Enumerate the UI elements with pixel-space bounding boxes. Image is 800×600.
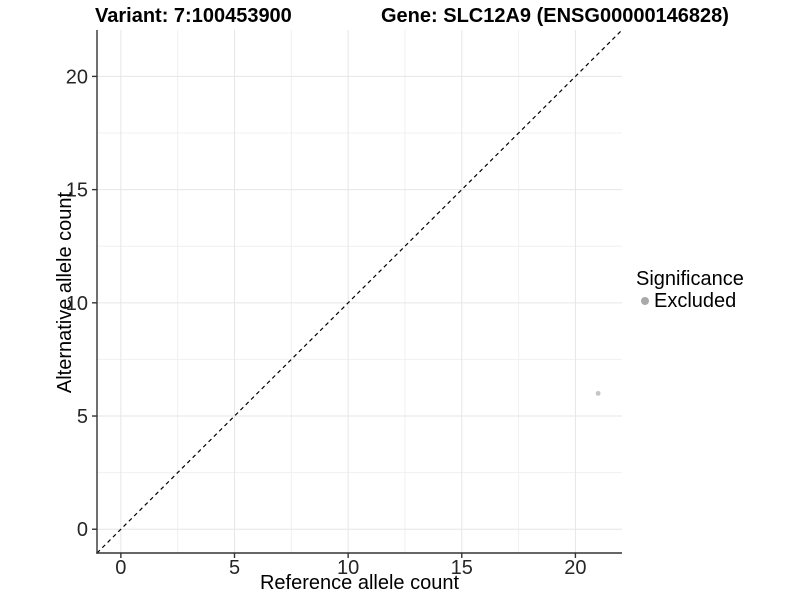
y-tick-label: 10 bbox=[66, 293, 88, 315]
identity-reference-line bbox=[96, 29, 623, 554]
x-tick-label: 10 bbox=[337, 557, 359, 579]
data-point bbox=[595, 390, 601, 396]
y-tick-label: 0 bbox=[77, 519, 88, 541]
legend-title: Significance bbox=[636, 268, 744, 290]
x-tick-label: 15 bbox=[451, 557, 473, 579]
y-tick-label: 15 bbox=[66, 180, 88, 202]
variant-title: Variant: 7:100453900 bbox=[95, 5, 292, 27]
y-tick-label: 20 bbox=[66, 66, 88, 88]
legend: Significance Excluded bbox=[636, 268, 744, 312]
x-axis-label: Reference allele count bbox=[259, 572, 459, 594]
legend-key-dot-icon bbox=[641, 297, 649, 305]
y-axis-label: Alternative allele count bbox=[54, 191, 76, 394]
y-tick-label: 5 bbox=[77, 406, 88, 428]
x-tick-label: 5 bbox=[229, 557, 240, 579]
x-tick-label: 0 bbox=[115, 557, 126, 579]
x-tick-label: 20 bbox=[564, 557, 586, 579]
legend-item-label: Excluded bbox=[654, 290, 737, 312]
legend-item-excluded: Excluded bbox=[636, 290, 744, 312]
gene-title: Gene: SLC12A9 (ENSG00000146828) bbox=[381, 5, 729, 27]
